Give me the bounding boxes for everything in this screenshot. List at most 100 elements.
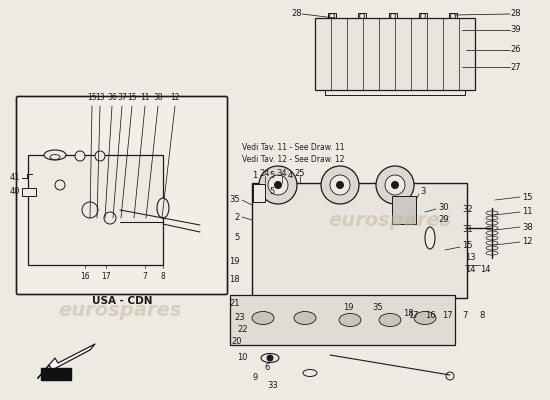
Text: 7: 7 — [142, 272, 147, 281]
Text: 35: 35 — [373, 302, 383, 312]
Text: 19: 19 — [229, 258, 240, 266]
Ellipse shape — [486, 241, 498, 245]
Text: 8: 8 — [161, 272, 166, 281]
Bar — [253, 184, 265, 202]
Text: 15: 15 — [127, 93, 137, 102]
Circle shape — [75, 151, 85, 161]
Text: 5: 5 — [235, 234, 240, 242]
Bar — [230, 295, 455, 345]
Circle shape — [360, 14, 365, 18]
Text: 13: 13 — [95, 93, 105, 102]
Circle shape — [321, 166, 359, 204]
Text: 21: 21 — [229, 300, 240, 308]
Ellipse shape — [486, 236, 498, 240]
Text: 7: 7 — [463, 310, 468, 320]
Text: 32: 32 — [462, 206, 472, 214]
Circle shape — [55, 180, 65, 190]
Ellipse shape — [486, 246, 498, 250]
Text: 30: 30 — [438, 202, 449, 212]
Text: 9: 9 — [253, 374, 258, 382]
Text: 38: 38 — [153, 93, 163, 102]
Ellipse shape — [486, 251, 498, 255]
Circle shape — [390, 14, 395, 18]
Text: 12: 12 — [522, 238, 532, 246]
Text: 22: 22 — [238, 326, 248, 334]
Text: 16: 16 — [425, 310, 435, 320]
Circle shape — [421, 14, 426, 18]
Text: 31: 31 — [462, 226, 472, 234]
Circle shape — [274, 181, 282, 189]
Circle shape — [104, 212, 116, 224]
Text: 11: 11 — [522, 208, 532, 216]
FancyBboxPatch shape — [16, 96, 228, 294]
Text: 40: 40 — [9, 188, 20, 196]
Ellipse shape — [261, 354, 279, 362]
Text: 34: 34 — [277, 168, 287, 178]
Text: 8: 8 — [479, 310, 485, 320]
Text: 33: 33 — [267, 380, 278, 390]
Ellipse shape — [425, 227, 435, 249]
Ellipse shape — [252, 312, 274, 324]
Circle shape — [95, 151, 105, 161]
Circle shape — [82, 202, 98, 218]
Text: 28: 28 — [510, 10, 521, 18]
Ellipse shape — [303, 370, 317, 376]
Text: 14: 14 — [465, 266, 476, 274]
Ellipse shape — [157, 198, 169, 218]
Text: 18: 18 — [403, 308, 413, 318]
Text: 3: 3 — [420, 188, 425, 196]
Ellipse shape — [294, 312, 316, 324]
Circle shape — [446, 372, 454, 380]
Ellipse shape — [44, 150, 66, 160]
Text: 39: 39 — [510, 26, 521, 34]
Circle shape — [267, 354, 273, 362]
Text: 24: 24 — [260, 168, 270, 178]
Ellipse shape — [414, 312, 436, 324]
Text: 15: 15 — [87, 93, 97, 102]
Bar — [252, 183, 467, 298]
Text: 13: 13 — [465, 254, 476, 262]
Text: Vedi Tav. 12 - See Draw. 12: Vedi Tav. 12 - See Draw. 12 — [242, 156, 344, 164]
Bar — [392, 196, 416, 224]
Text: 20: 20 — [232, 338, 242, 346]
Text: 28: 28 — [292, 10, 302, 18]
Ellipse shape — [339, 314, 361, 326]
Text: 27: 27 — [510, 62, 521, 72]
Text: 14: 14 — [480, 266, 491, 274]
Text: 23: 23 — [234, 314, 245, 322]
Text: 2: 2 — [235, 212, 240, 222]
Text: 15: 15 — [522, 192, 532, 202]
Bar — [315, 18, 475, 90]
Circle shape — [336, 181, 344, 189]
Ellipse shape — [486, 211, 498, 215]
Text: 35: 35 — [229, 196, 240, 204]
Text: 5: 5 — [270, 171, 274, 180]
Text: 37: 37 — [117, 93, 127, 102]
Text: Vedi Tav. 11 - See Draw. 11: Vedi Tav. 11 - See Draw. 11 — [242, 144, 344, 152]
Ellipse shape — [486, 216, 498, 220]
Text: 6: 6 — [265, 364, 270, 372]
Text: 17: 17 — [442, 310, 452, 320]
Text: 38: 38 — [522, 222, 533, 232]
Text: 4: 4 — [287, 171, 293, 180]
Text: 16: 16 — [80, 272, 90, 281]
Text: 17: 17 — [101, 272, 111, 281]
Text: 15: 15 — [462, 240, 472, 250]
Circle shape — [268, 175, 288, 195]
Circle shape — [259, 166, 297, 204]
Text: USA - CDN: USA - CDN — [92, 296, 152, 306]
Text: 19: 19 — [343, 302, 353, 312]
Ellipse shape — [486, 221, 498, 225]
Text: 17: 17 — [408, 310, 419, 320]
Circle shape — [329, 14, 334, 18]
Circle shape — [450, 14, 455, 18]
Text: 26: 26 — [510, 46, 521, 54]
Text: 29: 29 — [438, 216, 448, 224]
Ellipse shape — [50, 154, 60, 160]
Bar — [41, 368, 71, 380]
Circle shape — [391, 181, 399, 189]
Text: 5: 5 — [270, 188, 274, 196]
Text: 41: 41 — [9, 172, 20, 182]
Ellipse shape — [486, 231, 498, 235]
Text: eurospares: eurospares — [328, 210, 452, 230]
